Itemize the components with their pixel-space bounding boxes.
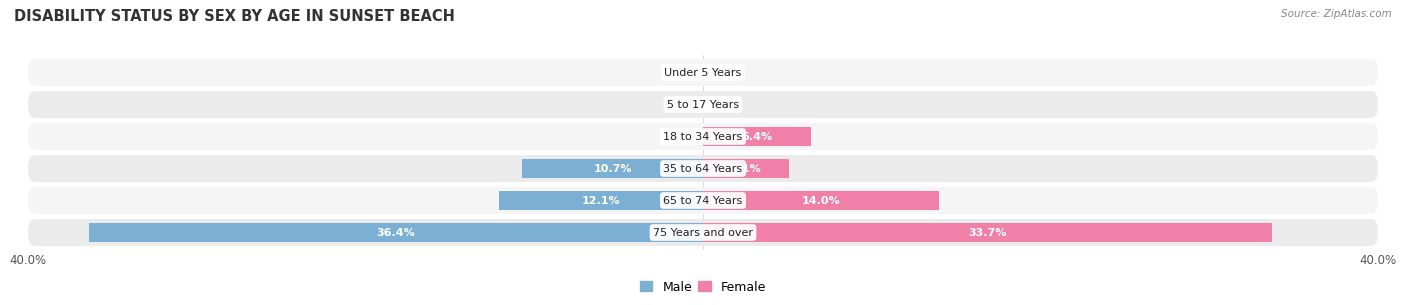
Bar <box>89 223 703 242</box>
FancyBboxPatch shape <box>28 123 1378 150</box>
Text: 5 to 17 Years: 5 to 17 Years <box>666 99 740 109</box>
Text: 0.0%: 0.0% <box>711 67 740 77</box>
Text: 35 to 64 Years: 35 to 64 Years <box>664 163 742 174</box>
FancyBboxPatch shape <box>28 59 1378 86</box>
Text: 10.7%: 10.7% <box>593 163 631 174</box>
Text: 0.0%: 0.0% <box>711 99 740 109</box>
Text: 0.0%: 0.0% <box>666 67 695 77</box>
Bar <box>499 191 703 210</box>
Text: 6.4%: 6.4% <box>741 131 772 142</box>
Text: 75 Years and over: 75 Years and over <box>652 228 754 238</box>
FancyBboxPatch shape <box>28 155 1378 182</box>
Text: 5.1%: 5.1% <box>731 163 762 174</box>
Text: 0.0%: 0.0% <box>666 99 695 109</box>
Text: 18 to 34 Years: 18 to 34 Years <box>664 131 742 142</box>
Bar <box>523 159 703 178</box>
Text: 12.1%: 12.1% <box>582 196 620 206</box>
Text: 33.7%: 33.7% <box>969 228 1007 238</box>
Bar <box>703 127 811 146</box>
FancyBboxPatch shape <box>28 187 1378 214</box>
Text: Source: ZipAtlas.com: Source: ZipAtlas.com <box>1281 9 1392 19</box>
Text: 65 to 74 Years: 65 to 74 Years <box>664 196 742 206</box>
Legend: Male, Female: Male, Female <box>636 275 770 299</box>
Bar <box>703 159 789 178</box>
Text: 14.0%: 14.0% <box>801 196 841 206</box>
FancyBboxPatch shape <box>28 219 1378 246</box>
Text: 0.0%: 0.0% <box>666 131 695 142</box>
Text: DISABILITY STATUS BY SEX BY AGE IN SUNSET BEACH: DISABILITY STATUS BY SEX BY AGE IN SUNSE… <box>14 9 456 24</box>
Text: Under 5 Years: Under 5 Years <box>665 67 741 77</box>
Bar <box>703 223 1271 242</box>
Text: 36.4%: 36.4% <box>377 228 415 238</box>
FancyBboxPatch shape <box>28 91 1378 118</box>
Bar <box>703 191 939 210</box>
